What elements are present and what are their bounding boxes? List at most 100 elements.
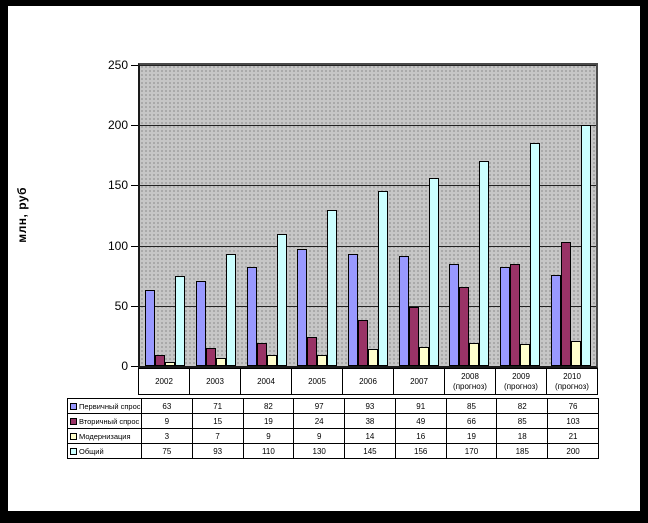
value-cell-series4-cat3: 110 — [242, 443, 295, 459]
value-cell-series4-cat7: 170 — [445, 443, 498, 459]
bar-series4-cat3 — [276, 233, 287, 366]
y-tick-mark-50 — [131, 305, 138, 307]
category-label-5: 2006 — [342, 368, 394, 395]
bar-series4-cat4 — [327, 209, 338, 366]
value-cell-series4-cat8: 185 — [496, 443, 549, 459]
y-tick-mark-250 — [131, 65, 138, 66]
bar-series4-cat6 — [428, 178, 439, 366]
value-cell-series2-cat6: 49 — [394, 413, 447, 429]
bar-series2-cat8 — [510, 263, 520, 366]
value-cell-series1-cat4: 97 — [293, 398, 346, 414]
category-label-2: 2003 — [189, 368, 241, 395]
bar-series3-cat4 — [317, 355, 328, 366]
bar-series2-cat2 — [206, 347, 216, 366]
chart-canvas: млн, руб 0 50 100 150 200 250 2002 2003 2004 200… — [8, 6, 640, 511]
bar-series2-cat9 — [560, 242, 571, 366]
value-cell-series2-cat7: 66 — [445, 413, 498, 429]
bar-series1-cat6 — [398, 256, 409, 366]
bar-series1-cat4 — [297, 249, 308, 366]
bar-series1-cat5 — [348, 254, 358, 366]
gridline-50 — [140, 305, 596, 307]
bar-series3-cat7 — [469, 343, 480, 366]
value-cell-series4-cat1: 75 — [141, 443, 193, 459]
value-cell-series1-cat7: 85 — [445, 398, 498, 414]
bar-series2-cat1 — [155, 355, 166, 366]
value-cell-series1-cat1: 63 — [141, 398, 193, 414]
y-tick-mark-200 — [131, 125, 138, 127]
bar-series3-cat6 — [418, 346, 429, 366]
value-cell-series3-cat8: 18 — [496, 428, 549, 444]
value-cell-series1-cat8: 82 — [496, 398, 549, 414]
bar-series2-cat4 — [307, 337, 318, 366]
value-cell-series3-cat6: 16 — [394, 428, 447, 444]
bar-series3-cat1 — [165, 362, 176, 366]
table-row-series4: Общий 75 93 110 130 145 156 170 185 200 — [67, 443, 599, 459]
category-label-9: 2010 (прогноз) — [546, 368, 598, 395]
bar-series1-cat1 — [145, 290, 156, 366]
bar-series1-cat2 — [196, 280, 206, 366]
category-label-6: 2007 — [393, 368, 445, 395]
y-tick-mark-150 — [131, 185, 138, 187]
value-cell-series2-cat3: 19 — [242, 413, 295, 429]
table-row-series2: Вторичный спрос 9 15 19 24 38 49 66 85 103 — [67, 413, 599, 429]
value-cell-series4-cat4: 130 — [293, 443, 346, 459]
category-label-3: 2004 — [240, 368, 292, 395]
legend-key-icon — [70, 432, 77, 440]
value-cell-series2-cat1: 9 — [141, 413, 193, 429]
bar-series4-cat1 — [175, 275, 186, 366]
bar-series3-cat9 — [570, 340, 581, 366]
value-cell-series3-cat2: 7 — [191, 428, 244, 444]
bar-series1-cat7 — [449, 263, 460, 366]
table-row-series3: Модернизация 3 7 9 9 14 16 19 18 21 — [67, 428, 599, 444]
category-label-1: 2002 — [138, 368, 190, 395]
bar-series3-cat5 — [368, 349, 378, 366]
value-cell-series4-cat2: 93 — [191, 443, 244, 459]
legend-key-icon — [70, 417, 77, 425]
value-cell-series4-cat9: 200 — [547, 443, 599, 459]
value-cell-series4-cat6: 156 — [394, 443, 447, 459]
bar-series4-cat9 — [580, 125, 591, 366]
y-tick-mark-0 — [131, 366, 138, 367]
value-cell-series4-cat5: 145 — [344, 443, 396, 459]
plot-area — [138, 63, 598, 368]
bar-series1-cat8 — [500, 267, 510, 366]
y-tick-label-200: 200 — [107, 118, 128, 133]
bar-series3-cat3 — [266, 355, 277, 366]
category-label-7: 2008 (прогноз) — [444, 368, 496, 395]
bar-series4-cat2 — [226, 254, 236, 366]
value-cell-series3-cat4: 9 — [293, 428, 346, 444]
legend-key-icon — [70, 402, 77, 410]
category-axis-labels: 2002 2003 2004 2005 2006 2007 2008 (прогноз) 20… — [138, 368, 598, 395]
bar-series4-cat5 — [378, 191, 388, 366]
value-cell-series1-cat3: 82 — [242, 398, 295, 414]
value-cell-series3-cat9: 21 — [547, 428, 599, 444]
y-tick-label-150: 150 — [107, 178, 128, 193]
bar-series2-cat3 — [256, 343, 267, 366]
table-row-series1: Первичный спрос 63 71 82 97 93 91 85 82 76 — [67, 398, 599, 414]
bar-series4-cat8 — [530, 143, 540, 366]
bar-series2-cat5 — [358, 320, 368, 366]
value-cell-series3-cat5: 14 — [344, 428, 396, 444]
value-cell-series2-cat9: 103 — [547, 413, 599, 429]
gridline-250 — [140, 65, 596, 66]
value-cell-series3-cat3: 9 — [242, 428, 295, 444]
y-tick-mark-100 — [131, 245, 138, 247]
value-cell-series2-cat2: 15 — [191, 413, 244, 429]
series-name-cell: Общий — [67, 443, 142, 459]
y-axis-title: млн, руб — [15, 187, 29, 243]
y-tick-label-50: 50 — [114, 298, 128, 313]
category-label-4: 2005 — [291, 368, 343, 395]
bar-series3-cat8 — [520, 344, 530, 366]
value-cell-series2-cat4: 24 — [293, 413, 346, 429]
value-cell-series3-cat7: 19 — [445, 428, 498, 444]
value-cell-series2-cat8: 85 — [496, 413, 549, 429]
legend-key-icon — [70, 447, 77, 455]
gridline-150 — [140, 185, 596, 187]
y-tick-label-0: 0 — [121, 359, 128, 373]
bar-series2-cat6 — [408, 307, 419, 366]
bar-series4-cat7 — [479, 161, 490, 366]
value-cell-series3-cat1: 3 — [141, 428, 193, 444]
series-name-cell: Модернизация — [67, 428, 142, 444]
bar-series2-cat7 — [459, 286, 470, 366]
